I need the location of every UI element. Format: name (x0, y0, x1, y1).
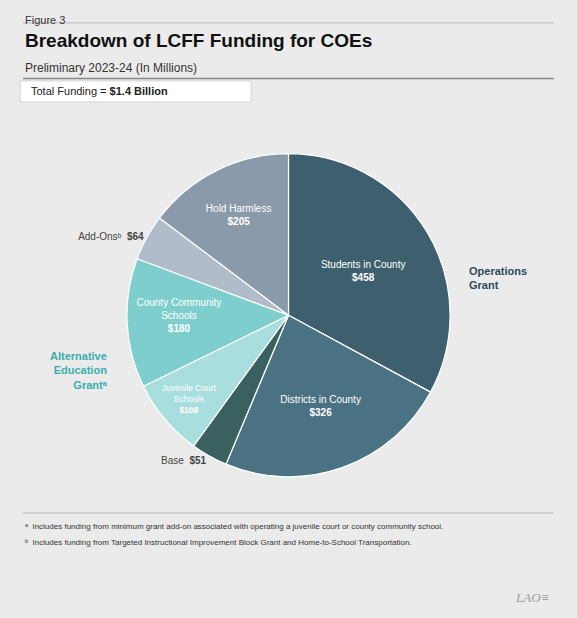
svg-text:ᵃ Includes funding from minim: ᵃ Includes funding from minimum grant ad… (25, 522, 443, 531)
svg-text:Breakdown of LCFF Funding for: Breakdown of LCFF Funding for COEs (25, 30, 372, 51)
svg-text:OperationsGrant: OperationsGrant (469, 265, 527, 291)
svg-text:Students in County$458: Students in County$458 (321, 259, 406, 283)
svg-text:Juvenile CourtSchools$108: Juvenile CourtSchools$108 (162, 383, 217, 415)
svg-text:Total Funding = $1.4 Billion: Total Funding = $1.4 Billion (31, 85, 168, 97)
svg-text:AlternativeEducationGrantᵃ: AlternativeEducationGrantᵃ (50, 350, 108, 391)
svg-text:ᵇ Includes funding from Targe: ᵇ Includes funding from Targeted Instruc… (25, 538, 412, 547)
svg-text:Preliminary 2023-24 (In Millio: Preliminary 2023-24 (In Millions) (25, 61, 197, 75)
svg-text:Hold Harmless$205: Hold Harmless$205 (206, 203, 272, 227)
svg-text:County CommunitySchools$180: County CommunitySchools$180 (136, 297, 221, 334)
svg-text:Districts in County$326: Districts in County$326 (280, 394, 361, 418)
svg-text:Add-Onsᵇ $64: Add-Onsᵇ $64 (78, 231, 144, 242)
svg-text:Base $51: Base $51 (161, 455, 206, 466)
svg-text:Figure 3: Figure 3 (25, 14, 65, 26)
svg-text:LAO≡: LAO≡ (515, 590, 549, 605)
